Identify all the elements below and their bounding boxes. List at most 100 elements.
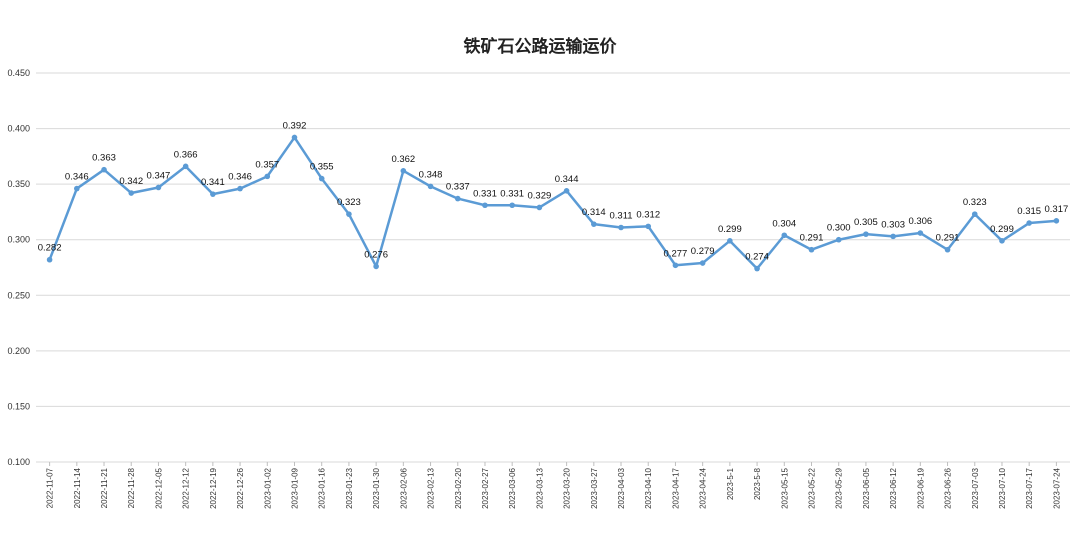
data-label: 0.347 — [147, 170, 171, 181]
data-point — [917, 230, 924, 236]
data-point — [835, 236, 842, 243]
data-label: 0.277 — [664, 248, 688, 259]
data-label: 0.282 — [38, 243, 62, 254]
x-tick-label: 2023-03-27 — [590, 467, 599, 508]
data-point — [427, 183, 434, 190]
chart-title: 铁矿石公路运输运价 — [463, 37, 617, 57]
x-tick-label: 2023-04-10 — [644, 467, 653, 508]
x-tick-label: 2023-02-06 — [399, 467, 408, 508]
data-point — [237, 185, 243, 192]
data-label: 0.366 — [174, 149, 198, 160]
data-label: 0.312 — [636, 209, 660, 220]
y-tick-label: 0.200 — [7, 346, 30, 356]
y-tick-label: 0.300 — [7, 235, 30, 245]
x-tick-label: 2023-04-03 — [617, 467, 626, 508]
x-tick-label: 2023-03-20 — [563, 467, 572, 508]
data-label: 0.342 — [119, 176, 143, 187]
x-tick-label: 2023-03-13 — [535, 467, 544, 508]
data-label: 0.392 — [283, 120, 307, 131]
data-label: 0.291 — [800, 233, 824, 244]
data-point — [971, 211, 978, 217]
x-tick-label: 2023-07-17 — [1025, 467, 1034, 508]
data-point — [155, 184, 162, 191]
data-label: 0.276 — [364, 249, 388, 260]
data-label: 0.279 — [691, 246, 715, 257]
data-point — [727, 238, 733, 244]
data-point — [536, 204, 543, 211]
data-label: 0.355 — [310, 162, 334, 173]
data-label: 0.299 — [718, 224, 742, 235]
data-point — [400, 168, 407, 174]
y-tick-label: 0.100 — [7, 457, 30, 467]
x-tick-label: 2023-07-10 — [998, 467, 1007, 508]
x-tick-label: 2023-07-03 — [971, 467, 980, 508]
data-point — [999, 238, 1005, 244]
x-tick-label: 2023-01-16 — [318, 467, 327, 508]
data-label: 0.331 — [473, 188, 497, 199]
data-point — [1053, 218, 1060, 224]
data-point — [182, 163, 189, 170]
data-point — [373, 263, 379, 270]
data-point — [210, 191, 216, 197]
data-label: 0.357 — [255, 159, 279, 170]
x-tick-label: 2022-11-14 — [73, 467, 82, 508]
data-point — [645, 223, 652, 230]
x-tick-label: 2022-11-07 — [46, 467, 55, 508]
data-point — [454, 195, 461, 202]
y-tick-label: 0.250 — [7, 290, 30, 300]
data-label: 0.341 — [201, 177, 225, 188]
x-tick-label: 2022-12-05 — [154, 467, 163, 508]
x-tick-label: 2023-01-02 — [263, 467, 272, 508]
data-point — [890, 233, 896, 240]
data-point — [1026, 220, 1032, 226]
x-tick-label: 2023-03-06 — [508, 467, 517, 508]
data-label: 0.346 — [228, 172, 252, 183]
x-tick-label: 2023-05-22 — [808, 467, 817, 508]
data-point — [346, 211, 352, 217]
data-point — [781, 232, 788, 239]
data-label: 0.329 — [528, 190, 552, 201]
x-tick-label: 2023-01-30 — [372, 467, 381, 508]
x-tick-label: 2023-06-19 — [916, 467, 925, 508]
data-point — [291, 134, 298, 141]
data-point — [46, 256, 53, 263]
data-point — [563, 188, 570, 194]
data-label: 0.323 — [963, 197, 987, 208]
data-point — [672, 262, 679, 269]
y-tick-label: 0.400 — [7, 124, 30, 134]
x-tick-label: 2023-06-05 — [862, 467, 871, 508]
x-tick-label: 2023-5-8 — [753, 467, 762, 500]
data-label: 0.304 — [772, 218, 796, 229]
x-tick-label: 2023-01-23 — [345, 467, 354, 508]
data-label: 0.306 — [908, 216, 932, 227]
x-tick-label: 2023-01-09 — [291, 467, 300, 508]
x-tick-label: 2023-05-29 — [835, 467, 844, 508]
x-tick-label: 2022-12-26 — [236, 467, 245, 508]
series-line — [48, 136, 1057, 270]
data-label: 0.303 — [881, 219, 905, 230]
x-tick-label: 2023-02-27 — [481, 467, 490, 508]
x-tick-label: 2023-02-20 — [454, 467, 463, 508]
data-label: 0.274 — [745, 252, 769, 263]
x-tick-label: 2023-05-15 — [780, 467, 789, 508]
data-point — [74, 185, 80, 192]
data-label: 0.362 — [391, 154, 415, 165]
x-tick-label: 2023-02-13 — [427, 467, 436, 508]
x-tick-label: 2023-04-17 — [671, 467, 680, 508]
data-point — [591, 221, 597, 227]
x-tick-label: 2023-07-24 — [1052, 467, 1061, 508]
data-point — [128, 190, 135, 196]
data-point — [944, 246, 951, 253]
data-point — [699, 260, 706, 266]
data-point — [318, 175, 325, 182]
data-point — [482, 202, 488, 209]
data-label: 0.331 — [500, 188, 524, 199]
data-label: 0.305 — [854, 217, 878, 228]
x-tick-label: 2022-11-28 — [127, 467, 136, 508]
data-point — [754, 265, 760, 272]
x-tick-label: 2022-11-21 — [100, 467, 109, 508]
data-label: 0.315 — [1017, 206, 1041, 217]
x-tick-label: 2023-04-24 — [699, 467, 708, 508]
data-label: 0.337 — [446, 182, 470, 193]
